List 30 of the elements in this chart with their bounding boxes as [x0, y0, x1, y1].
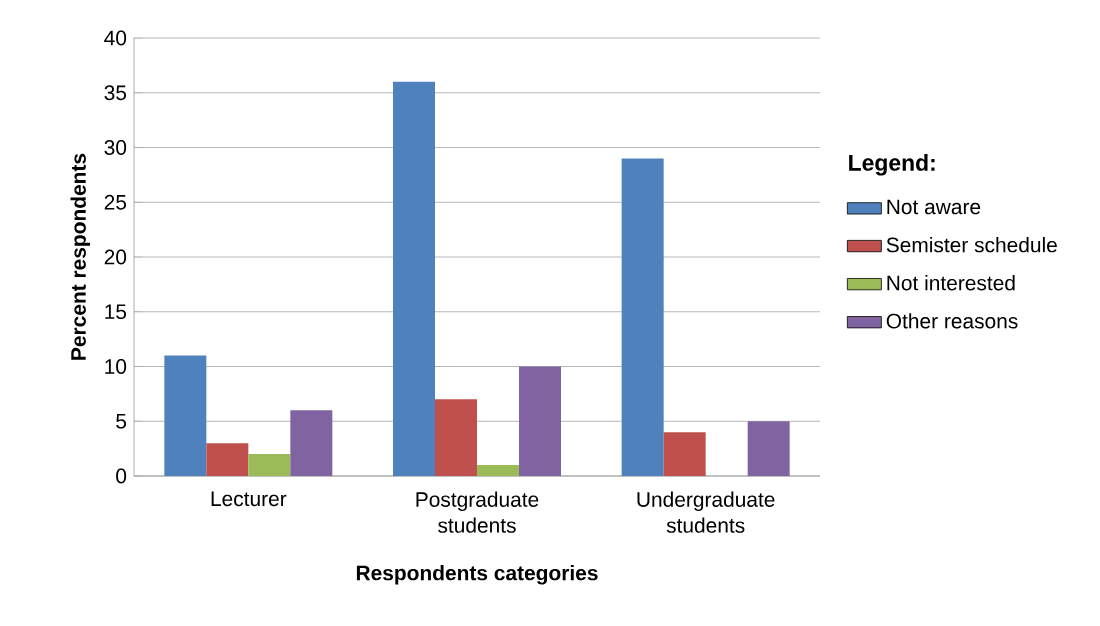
bar [164, 355, 207, 476]
bar [290, 410, 333, 476]
y-tick-label: 25 [104, 194, 127, 210]
y-tick-label: 30 [104, 140, 127, 155]
bar [747, 421, 790, 476]
y-tick-label: 5 [116, 413, 127, 429]
legend-label: Not interested [887, 275, 1015, 291]
x-tick-label: Undergraduate students [637, 491, 775, 533]
bar [393, 81, 435, 476]
bar [621, 158, 664, 476]
y-tick-label: 10 [105, 359, 127, 374]
legend-title: Legend: [849, 154, 935, 176]
x-axis-title: Respondents categories [356, 565, 598, 585]
bar [248, 454, 291, 476]
y-tick-label: 40 [104, 30, 127, 46]
x-tick-label: Postgraduate students [416, 491, 539, 533]
x-tick-label: Lecturer [211, 491, 287, 507]
y-tick-label: 15 [105, 304, 127, 320]
bar [477, 465, 520, 476]
legend-label: Semister schedule [886, 236, 1057, 253]
y-tick-label: 35 [104, 85, 127, 101]
legend-label: Other reasons [886, 313, 1018, 329]
bar [435, 399, 478, 476]
bar [519, 366, 562, 476]
y-axis-title: Percent respondents [70, 153, 91, 360]
y-tick-label: 0 [116, 468, 127, 484]
legend-label: Not aware [887, 199, 981, 215]
bar [206, 443, 249, 476]
bar [663, 432, 706, 476]
y-tick-label: 20 [104, 249, 127, 265]
